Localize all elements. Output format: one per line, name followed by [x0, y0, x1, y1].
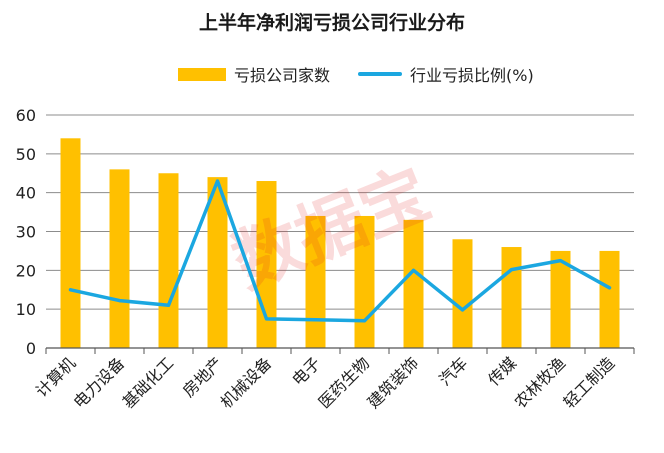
y-tick-label: 40 — [16, 184, 36, 203]
bar — [158, 173, 179, 348]
legend-label-line: 行业亏损比例(%) — [410, 66, 534, 85]
legend-item-bars: 亏损公司家数 — [178, 62, 330, 86]
y-axis-ticks: 0 10 20 30 40 50 60 — [16, 106, 36, 358]
bar — [599, 250, 620, 348]
y-tick-label: 50 — [16, 145, 36, 164]
chart-title: 上半年净利润亏损公司行业分布 — [198, 12, 465, 34]
y-tick-label: 30 — [16, 223, 36, 242]
line-point — [216, 179, 219, 183]
bar — [207, 177, 228, 348]
line-point — [265, 317, 268, 321]
x-tick-label: 轻工制造 — [560, 353, 619, 412]
y-tick-label: 60 — [16, 106, 36, 125]
line-point — [510, 268, 513, 272]
y-tick-label: 0 — [26, 339, 36, 358]
x-tick-label: 基础化工 — [119, 353, 178, 412]
x-tick-label: 计算机 — [32, 353, 79, 400]
x-tick-label: 电子 — [288, 353, 324, 389]
line-point — [608, 286, 611, 290]
legend: 亏损公司家数 行业亏损比例(%) — [0, 62, 664, 86]
bar — [550, 250, 571, 348]
x-tick-label: 医药生物 — [315, 353, 374, 412]
line-path — [68, 179, 612, 323]
bar — [501, 247, 522, 348]
gridlines — [46, 114, 634, 310]
line-point — [314, 318, 317, 322]
x-tick-label: 电力设备 — [70, 353, 129, 412]
line-series — [68, 179, 612, 323]
line-point — [118, 299, 121, 303]
x-tick-label: 房地产 — [179, 353, 226, 400]
legend-label-bars: 亏损公司家数 — [234, 66, 331, 85]
x-tick-label: 传媒 — [484, 353, 520, 389]
x-tick-label: 建筑装饰 — [364, 353, 423, 412]
line-point — [69, 288, 72, 292]
legend-swatch-line — [358, 72, 402, 76]
line-point — [412, 268, 415, 272]
legend-item-line: 行业亏损比例(%) — [358, 62, 534, 86]
x-tick-label: 农林牧渔 — [511, 353, 570, 412]
bar — [60, 138, 81, 348]
bar — [403, 219, 424, 348]
x-tick-label: 机械设备 — [217, 353, 276, 412]
x-tick-label: 汽车 — [435, 353, 471, 389]
legend-swatch-bar — [178, 67, 226, 81]
line-point — [167, 303, 170, 307]
bar — [109, 169, 130, 348]
bar — [452, 239, 473, 348]
y-tick-label: 10 — [16, 300, 36, 319]
y-tick-label: 20 — [16, 261, 36, 280]
line-point — [461, 308, 464, 312]
line-point — [363, 319, 366, 323]
line-point — [559, 259, 562, 263]
bar — [305, 215, 326, 348]
